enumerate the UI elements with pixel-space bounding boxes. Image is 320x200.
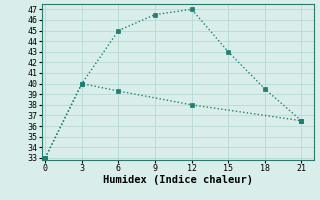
X-axis label: Humidex (Indice chaleur): Humidex (Indice chaleur) (103, 175, 252, 185)
